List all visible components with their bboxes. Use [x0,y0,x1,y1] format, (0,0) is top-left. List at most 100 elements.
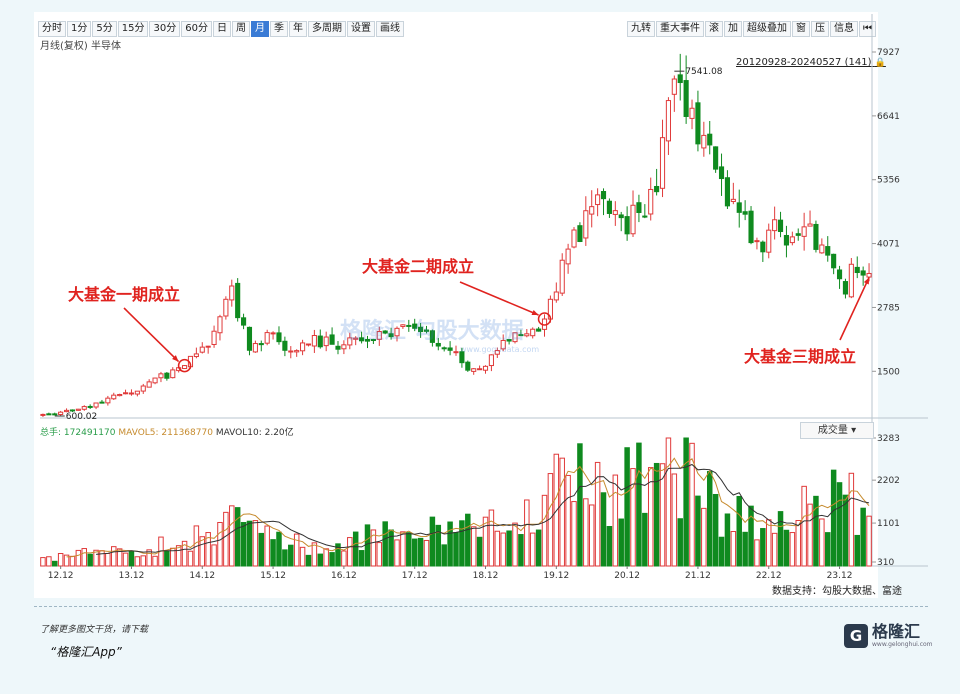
date-range[interactable]: 20120928-20240527 (141) 🔒 [736,57,886,68]
volume-bar [712,493,719,567]
candle-body [465,361,471,371]
volume-bar [459,520,465,567]
tool-button-6[interactable]: 压 [811,21,829,37]
candle-body [671,78,677,95]
volume-tick-label: 310 [877,558,894,568]
lock-icon[interactable]: 🔒 [874,58,886,68]
volume-bar [765,519,772,567]
candle-body [600,191,607,200]
candle-body [701,134,707,149]
period-tab-1[interactable]: 1分 [67,21,92,37]
period-tab-11[interactable]: 多周期 [307,21,346,37]
period-tab-12[interactable]: 设置 [346,21,375,37]
candle-body [282,340,288,351]
volume-bar [246,520,253,567]
volume-bar [211,544,217,567]
candle-body [494,350,500,355]
annotation-arrowhead [863,277,870,285]
brand-logo: G 格隆汇 www.gelonghui.com [844,623,933,648]
chevron-down-icon: ▾ [851,425,857,436]
volume-bar [75,549,82,567]
candle-body [258,343,264,346]
volume-bar [382,521,388,567]
candle-body [152,377,158,384]
period-tab-5[interactable]: 60分 [181,21,212,37]
period-tab-3[interactable]: 15分 [117,21,149,37]
candle-body [58,411,64,415]
volume-bar [476,536,483,567]
volume-bar [229,505,235,567]
volume-bar [329,552,335,567]
candle-body [789,236,795,244]
volume-bar [860,507,866,567]
volume-bar [594,461,601,567]
volume-bar [866,515,872,567]
tool-button-2[interactable]: 滚 [705,21,723,37]
period-tab-7[interactable]: 周 [231,21,250,37]
annotation-arrow-line [459,281,539,316]
tool-button-7[interactable]: 信息 [830,21,858,37]
candle-body [595,194,601,206]
period-tab-2[interactable]: 5分 [92,21,117,37]
candle-body [323,336,329,347]
volume-bar [423,539,430,567]
candle-body [718,166,725,180]
volume-bar [364,524,371,567]
volume-bar [600,492,607,567]
x-tick-label: 13.12 [119,571,145,581]
candle-body [394,327,400,337]
candle-body [370,339,376,342]
volume-tick-label: 2202 [877,476,900,486]
candle-body [577,225,583,242]
candle-body [536,328,542,332]
volume-bar [435,524,442,567]
volume-bar [506,530,512,567]
volume-bar [429,516,436,567]
candle-body [46,413,52,416]
period-tab-9[interactable]: 季 [269,21,288,37]
tool-button-4[interactable]: 超级叠加 [743,21,791,37]
x-tick-label: 15.12 [260,571,286,581]
period-tab-4[interactable]: 30分 [149,21,181,37]
period-tab-10[interactable]: 年 [288,21,307,37]
annotation-label: 大基金二期成立 [362,257,474,276]
period-tab-13[interactable]: 画线 [375,21,404,37]
candle-body [512,332,518,343]
volume-bar [736,495,742,567]
candle-body [429,330,435,343]
candle-body [193,353,199,358]
candle-body [831,253,837,269]
volume-bar [706,471,713,567]
volume-bar [288,544,294,567]
price-tick-label: 6641 [877,112,900,122]
volume-bar [777,511,784,567]
tool-button-0[interactable]: 九转 [627,21,655,37]
volume-bar [122,552,129,567]
volume-bar [854,534,860,567]
candle-body [636,202,642,213]
period-tab-0[interactable]: 分时 [38,21,66,37]
volume-bar [258,532,265,567]
candle-body [766,229,772,253]
candle-body [659,137,666,189]
annotation-arrow-line [839,277,870,341]
candle-body [760,241,766,253]
candle-body [435,342,441,347]
candle-body [105,397,111,404]
price-tick-label: 4071 [877,240,900,250]
candle-body [553,291,559,301]
volume-bar [577,443,583,567]
candle-body [353,337,359,340]
volume-bar [217,521,223,567]
volume-bar [630,468,636,567]
tool-button-1[interactable]: 重大事件 [656,21,704,37]
tool-button-3[interactable]: 加 [724,21,742,37]
period-tab-8[interactable]: 月 [250,21,269,37]
indicator-select[interactable]: 成交量 ▾ [800,422,874,439]
candle-body [571,229,577,248]
tool-button-5[interactable]: 窗 [792,21,810,37]
candle-body [724,177,730,207]
volume-bar [311,542,318,567]
period-tab-6[interactable]: 日 [212,21,231,37]
annotation-circle [537,312,552,326]
